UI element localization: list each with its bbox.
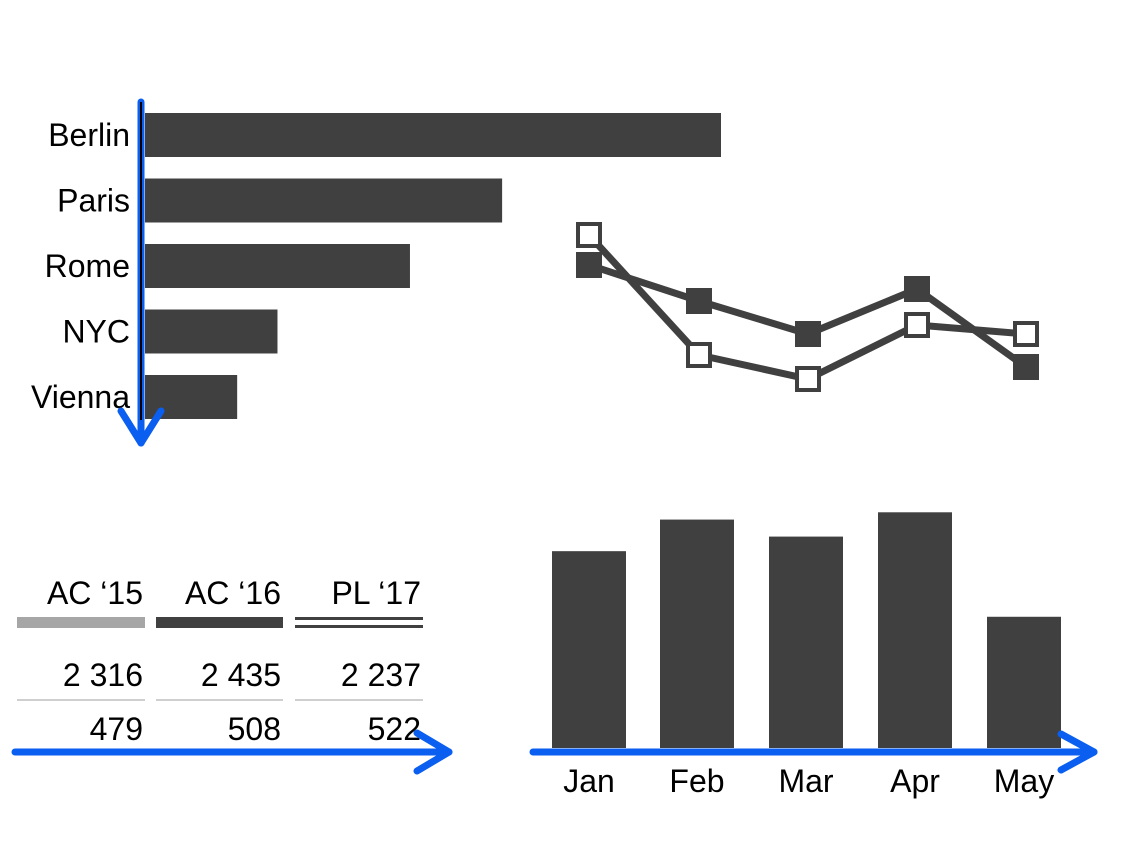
line-marker-s2-jan xyxy=(576,222,602,248)
column-jan xyxy=(552,551,626,748)
hbar-label-berlin: Berlin xyxy=(48,117,130,153)
column-label-feb: Feb xyxy=(669,763,724,799)
data-table: AC ‘15 AC ‘16 PL ‘17 2 316 2 435 2 237 479 508 5… xyxy=(17,575,423,747)
column-feb xyxy=(660,519,734,748)
column-apr xyxy=(878,512,952,748)
line-marker-s1-mar xyxy=(795,321,821,347)
hbar-berlin xyxy=(145,113,721,157)
table-header-legend-1 xyxy=(17,617,145,628)
table-header-3: PL ‘17 xyxy=(331,575,421,611)
table-cell-r1-c3: 2 237 xyxy=(341,657,421,693)
line-marker-s2-apr xyxy=(904,312,930,338)
table-header-1: AC ‘15 xyxy=(47,575,143,611)
table-cell-r2-c1: 479 xyxy=(90,711,143,747)
table-header-legend-3-top xyxy=(295,617,423,620)
column-label-mar: Mar xyxy=(778,763,833,799)
column-label-jan: Jan xyxy=(563,763,615,799)
line-marker-s2-may xyxy=(1013,321,1039,347)
line-series-1 xyxy=(587,261,1029,370)
line-series-2 xyxy=(586,232,1027,383)
line-marker-s1-feb xyxy=(686,288,712,314)
table-header-legend-2 xyxy=(156,617,283,628)
table-cell-r1-c1: 2 316 xyxy=(63,657,143,693)
hbar-label-rome: Rome xyxy=(45,248,130,284)
line-marker-s2-feb xyxy=(686,342,712,368)
columns-right-arrow-head xyxy=(1057,730,1098,774)
column-chart: Jan Feb Mar Apr May xyxy=(538,512,1068,799)
hbar-label-vienna: Vienna xyxy=(31,379,130,415)
line-chart xyxy=(576,222,1039,392)
arrows-layer xyxy=(11,98,1098,775)
hbar-nyc xyxy=(145,309,278,354)
table-cell-r2-c3: 522 xyxy=(368,711,421,747)
hbar-rome xyxy=(145,244,410,288)
line-marker-s1-may xyxy=(1013,354,1039,380)
table-cell-r2-c2: 508 xyxy=(228,711,281,747)
horizontal-bar-chart: Berlin Paris Rome NYC Vienna xyxy=(31,113,721,419)
column-label-apr: Apr xyxy=(890,763,940,799)
line-marker-s1-jan xyxy=(576,252,602,278)
line-marker-s2-mar xyxy=(795,366,821,392)
table-right-arrow-head xyxy=(413,729,453,775)
table-header-2: AC ‘16 xyxy=(185,575,281,611)
hbar-label-paris: Paris xyxy=(57,183,130,219)
line-marker-s1-apr xyxy=(904,276,930,302)
vertical-down-arrow-head xyxy=(117,407,165,447)
table-header-legend-3-bottom xyxy=(295,625,423,628)
hbar-paris xyxy=(145,178,503,223)
column-may xyxy=(987,616,1061,748)
hbar-label-nyc: NYC xyxy=(62,314,130,350)
table-cell-r1-c2: 2 435 xyxy=(201,657,281,693)
column-label-may: May xyxy=(994,763,1054,799)
column-mar xyxy=(769,536,843,748)
